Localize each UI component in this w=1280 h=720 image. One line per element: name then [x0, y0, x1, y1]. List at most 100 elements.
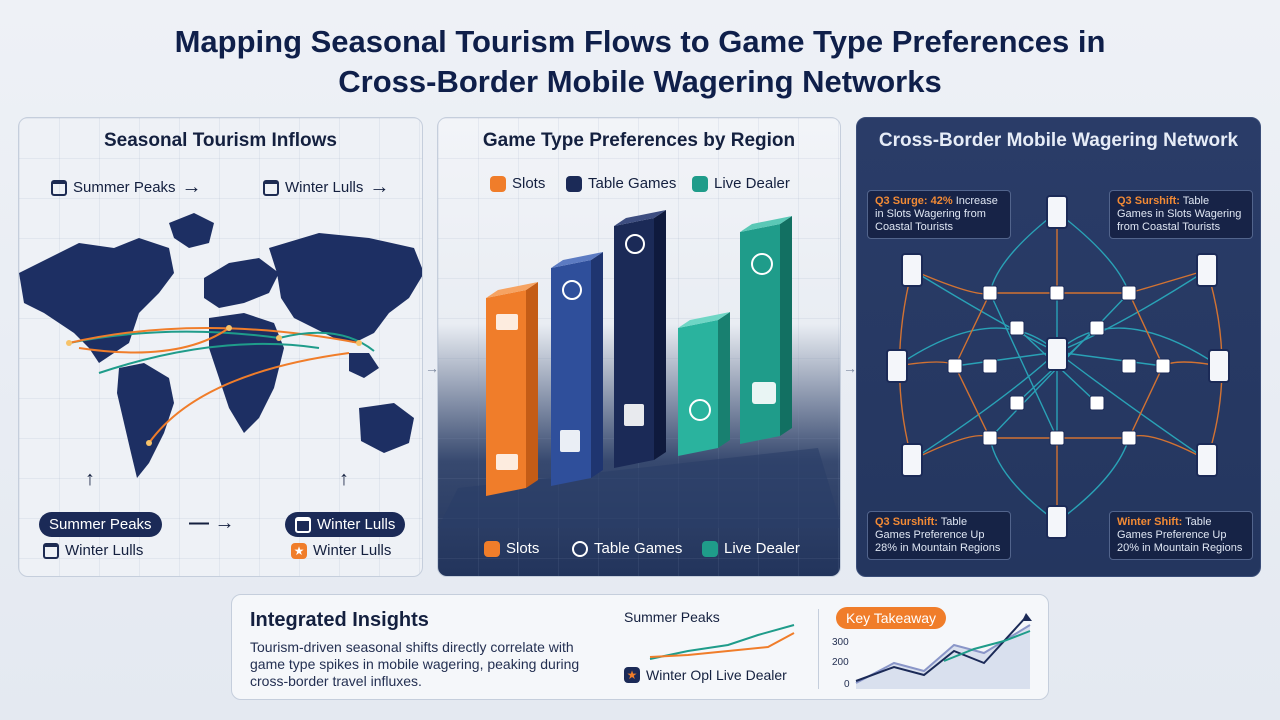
divider [818, 609, 819, 689]
bar-live-dealer-2 [740, 224, 780, 444]
arrow-right-icon: → [369, 176, 390, 198]
summer-peaks-chart-label: Summer Peaks [624, 609, 720, 625]
network-edge [911, 434, 991, 461]
city-marker [356, 340, 362, 346]
key-takeaway-badge: Key Takeaway [836, 607, 947, 629]
phone-icon [1196, 253, 1218, 287]
bar-table-games-1-side [591, 252, 603, 478]
tourism-panel-title: Seasonal Tourism Inflows [104, 130, 337, 151]
bar-slots-1-side [526, 282, 538, 488]
bar-table-games-2-side [654, 210, 666, 460]
legend-slots-text: Slots [506, 540, 540, 557]
note-q3-surshift-bottom: Q3 Surshift: Table Games Preference Up 2… [867, 511, 1011, 560]
phone-icon [901, 443, 923, 477]
3d-bar-chart [438, 210, 840, 528]
flow-line-teal [278, 331, 375, 352]
winter-lulls-text: Winter Lulls [285, 179, 364, 196]
bar-live-dealer-2-side [780, 216, 792, 436]
title-line-2: Cross-Border Mobile Wagering Networks [338, 64, 942, 99]
city-marker [276, 335, 282, 341]
network-edge [1056, 327, 1220, 367]
network-graph [886, 195, 1230, 539]
network-node [1009, 320, 1025, 336]
legend-table-games-bottom: Table Games [572, 540, 682, 557]
winter-line [649, 632, 795, 658]
south-america-shape [117, 363, 174, 478]
poker-chip-icon [689, 399, 711, 421]
legend-live-dealer-bottom: Live Dealer [702, 540, 800, 557]
secondary-line [855, 624, 1031, 684]
poker-chip-icon [751, 253, 773, 275]
bar-live-dealer-1-side [718, 312, 730, 448]
winter-lulls-text: Winter Lulls [313, 542, 392, 559]
network-edge [1056, 437, 1130, 523]
table-games-icon [566, 175, 582, 192]
axis-label-300: 300 [832, 637, 849, 648]
network-edge [1056, 269, 1208, 353]
slots-icon [484, 540, 500, 557]
slot-machine-icon [496, 314, 518, 330]
network-node [982, 285, 998, 301]
summer-peaks-pill-text: Summer Peaks [49, 516, 152, 533]
note-winter-shift-heading: Winter Shift: [1117, 516, 1183, 528]
network-node [1121, 358, 1137, 374]
phone-icon [901, 253, 923, 287]
legend-table-games-text: Table Games [588, 175, 677, 192]
flow-line-orange [78, 327, 230, 354]
winter-lulls-pill-text: Winter Lulls [317, 516, 396, 533]
winter-live-dealer-text: Winter Opl Live Dealer [646, 667, 787, 683]
arrow-up-icon [1022, 613, 1032, 621]
legend-slots-bottom: Slots [484, 540, 539, 557]
note-q3-surge: Q3 Surge: 42% Increase in Slots Wagering… [867, 190, 1011, 239]
winter-lulls-text: Winter Lulls [65, 542, 144, 559]
network-edge [896, 327, 1058, 367]
note-q3-surge-text: Increase in Slots Wagering from Coastal … [875, 195, 998, 233]
star-icon: ★ [291, 542, 307, 559]
note-q3-surshift-bottom-text: Table Games Preference Up 28% in Mountai… [875, 516, 1001, 554]
network-node [947, 358, 963, 374]
winter-lulls-pill: Winter Lulls [285, 512, 406, 537]
note-q3-surshift-top-heading: Q3 Surshift: [1117, 195, 1180, 207]
phone-icon [1196, 443, 1218, 477]
note-q3-surge-heading: Q3 Surge: 42% [875, 195, 953, 207]
playing-card-icon [624, 404, 644, 426]
tertiary-line [943, 630, 1031, 662]
calendar-icon [43, 542, 59, 559]
summer-peaks-pill: Summer Peaks [39, 512, 162, 537]
note-q3-surshift-bottom-heading: Q3 Surshift: [875, 516, 938, 528]
connector-arrow-icon: → [425, 360, 439, 376]
legend-live-dealer-text: Live Dealer [714, 175, 790, 192]
bar-slots-1-top [486, 282, 538, 298]
network-node [1089, 320, 1105, 336]
insights-panel: Integrated Insights Tourism-driven seaso… [231, 594, 1049, 700]
city-marker [226, 325, 232, 331]
europe-shape [204, 258, 279, 308]
flow-line-teal [98, 342, 320, 374]
slots-icon [490, 175, 506, 192]
network-node [1121, 285, 1137, 301]
poker-chip-icon [572, 540, 588, 557]
game-type-panel-title: Game Type Preferences by Region [482, 130, 796, 151]
city-marker [146, 440, 152, 446]
bar-table-games-1 [551, 260, 591, 486]
network-node [982, 358, 998, 374]
arrow-right-icon: — → [189, 512, 235, 534]
network-edge [989, 211, 1058, 294]
poker-chip-icon [562, 280, 582, 300]
network-node [1049, 285, 1065, 301]
network-node [1089, 395, 1105, 411]
bar-live-dealer-1-top [678, 312, 730, 328]
legend-table-games-top: Table Games [566, 175, 676, 192]
city-marker [66, 340, 72, 346]
bar-table-games-2-top [614, 210, 666, 226]
chart-base-plane [438, 448, 840, 528]
title-line-1: Mapping Seasonal Tourism Flows to Game T… [174, 24, 1106, 59]
winter-lulls-label-left: Winter Lulls [43, 542, 143, 559]
calendar-icon [51, 179, 67, 196]
network-panel-title: Cross-Border Mobile Wagering Network [878, 130, 1239, 151]
network-node [1121, 430, 1137, 446]
playing-card-icon [560, 430, 580, 452]
primary-line [855, 616, 1027, 682]
legend-live-dealer-top: Live Dealer [692, 175, 790, 192]
video-camera-icon [752, 382, 776, 404]
